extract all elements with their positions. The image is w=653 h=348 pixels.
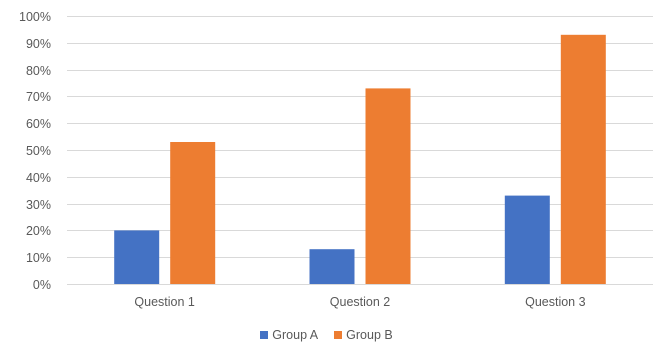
x-category-label: Question 3: [525, 295, 586, 309]
legend-label: Group B: [346, 328, 393, 342]
bar-group-b-2: [365, 88, 411, 285]
legend-item-group-b: Group B: [334, 328, 393, 342]
legend-swatch: [260, 331, 269, 339]
y-tick-label: 90%: [26, 37, 51, 51]
bar-group-b-1: [170, 142, 216, 284]
legend-item-group-a: Group A: [260, 328, 318, 342]
y-tick-label: 40%: [26, 171, 51, 185]
bar-group-a-3: [504, 195, 550, 284]
y-tick-label: 20%: [26, 224, 51, 238]
bar-group-b-3: [560, 34, 606, 284]
y-tick-label: 70%: [26, 90, 51, 104]
y-tick-label: 100%: [19, 10, 51, 24]
y-tick-label: 30%: [26, 198, 51, 212]
legend-label: Group A: [272, 328, 319, 342]
x-category-label: Question 2: [330, 295, 391, 309]
y-tick-label: 10%: [26, 251, 51, 265]
bar-group-a-1: [114, 230, 160, 284]
chart-legend: Group A Group B: [0, 326, 653, 344]
y-tick-label: 60%: [26, 117, 51, 131]
y-tick-label: 0%: [33, 278, 51, 292]
y-tick-label: 50%: [26, 144, 51, 158]
legend-swatch: [334, 331, 343, 339]
x-category-label: Question 1: [134, 295, 195, 309]
bar-group-a-2: [309, 249, 355, 284]
y-tick-label: 80%: [26, 64, 51, 78]
